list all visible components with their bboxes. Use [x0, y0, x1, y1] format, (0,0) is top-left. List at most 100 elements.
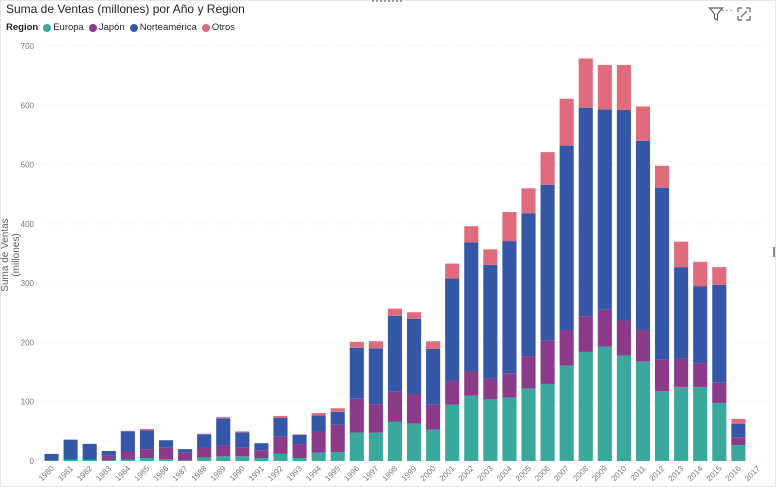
bar-segment — [502, 373, 517, 398]
bar-segment — [387, 315, 403, 392]
x-tick-label: 2005 — [514, 464, 533, 483]
legend-item-1[interactable]: Japón — [88, 22, 125, 33]
bar-segment — [387, 421, 403, 461]
bar-segment — [559, 329, 574, 366]
bar-segment — [197, 447, 212, 458]
bar-segment — [693, 386, 708, 461]
bar-segment — [368, 404, 383, 433]
legend-item-2[interactable]: Norteamérica — [129, 22, 197, 33]
bar-segment — [387, 308, 403, 316]
bar-segment — [674, 386, 689, 461]
bar-segment — [44, 453, 59, 461]
legend-marker — [43, 23, 52, 32]
bar-segment — [178, 452, 193, 461]
bar-segment — [693, 286, 708, 364]
bar-segment — [502, 397, 517, 461]
y-tick-label: 300 — [21, 279, 35, 288]
legend-marker — [129, 23, 138, 32]
bar-segment — [82, 443, 97, 460]
y-tick-label: 0 — [30, 457, 35, 466]
bar-segment — [674, 241, 689, 268]
bar-segment — [731, 444, 746, 461]
bar-segment — [101, 460, 116, 461]
x-tick-label: 1980 — [37, 464, 56, 483]
bar-segment — [235, 456, 250, 461]
bar-segment — [82, 459, 97, 461]
bar-segment — [464, 371, 479, 396]
bar-segment — [216, 417, 231, 419]
bar-segment — [712, 284, 727, 383]
bar-segment — [635, 140, 651, 330]
y-tick-label: 200 — [21, 338, 35, 347]
bar-segment — [635, 361, 651, 461]
bar-segment — [120, 430, 135, 432]
bar-segment — [464, 242, 479, 372]
bar-segment — [120, 451, 135, 460]
bar-segment — [216, 445, 231, 457]
bar-segment — [254, 450, 269, 459]
x-tick-label: 2014 — [686, 464, 705, 483]
x-tick-label: 2015 — [705, 464, 724, 483]
bar-segment — [483, 399, 498, 461]
bar-segment — [597, 64, 612, 110]
x-tick-label: 1983 — [94, 464, 113, 483]
bar-segment — [597, 109, 612, 310]
x-tick-label: 2001 — [438, 464, 457, 483]
x-tick-label: 1993 — [285, 464, 304, 483]
x-tick-label: 1997 — [361, 464, 380, 483]
bar-segment — [197, 433, 212, 435]
bar-segment — [426, 404, 441, 430]
bar-segment — [216, 418, 231, 446]
bar-segment — [139, 458, 154, 461]
visual-toolbar — [708, 6, 752, 22]
bar-segment — [712, 267, 727, 285]
legend-item-3[interactable]: Otros — [201, 22, 235, 33]
focus-mode-icon[interactable] — [736, 6, 752, 22]
bar-segment — [101, 455, 116, 461]
bar-segment — [502, 241, 517, 374]
bar-segment — [655, 359, 670, 392]
x-tick-label: 2004 — [495, 464, 514, 483]
bar-segment — [731, 418, 746, 424]
bar-segment — [674, 267, 689, 359]
bar-segment — [445, 278, 460, 381]
legend-item-0[interactable]: Europa — [43, 22, 84, 33]
legend-title: Region — [6, 22, 39, 33]
bar-segment — [502, 212, 517, 242]
more-options-icon[interactable]: ... — [720, 0, 734, 14]
bar-segment — [63, 439, 78, 460]
bar-segment — [540, 340, 555, 384]
x-tick-label: 1985 — [132, 464, 151, 483]
bar-segment — [139, 428, 154, 431]
x-tick-label: 2002 — [457, 464, 476, 483]
bar-segment — [273, 417, 288, 437]
x-tick-label: 1990 — [228, 464, 247, 483]
bar-segment — [330, 411, 345, 425]
bar-segment — [559, 98, 574, 146]
chart-title: Suma de Ventas (millones) por Año y Regi… — [6, 2, 245, 16]
y-tick-label: 500 — [21, 161, 35, 170]
bar-segment — [406, 312, 422, 319]
x-tick-label: 1982 — [75, 464, 94, 483]
filter-icon[interactable] — [708, 6, 724, 22]
bar-segment — [426, 348, 441, 405]
bar-segment — [521, 188, 536, 214]
bar-segment — [292, 458, 307, 461]
bar-segment — [406, 394, 422, 424]
bar-segment — [578, 58, 593, 108]
legend-marker — [88, 23, 97, 32]
bar-segment — [44, 460, 59, 461]
drag-handle[interactable] — [372, 0, 402, 6]
resize-handle-right[interactable] — [773, 247, 775, 257]
bar-segment — [597, 346, 612, 461]
bar-segment — [101, 450, 116, 456]
bar-segment — [655, 187, 670, 360]
bar-segment — [235, 447, 250, 457]
legend-label: Europa — [53, 22, 84, 33]
x-tick-label: 1999 — [400, 464, 419, 483]
bar-segment — [540, 383, 555, 461]
bar-segment — [311, 452, 326, 461]
bar-segment — [349, 432, 364, 461]
x-tick-label: 1987 — [171, 464, 190, 483]
bar-segment — [559, 365, 574, 461]
